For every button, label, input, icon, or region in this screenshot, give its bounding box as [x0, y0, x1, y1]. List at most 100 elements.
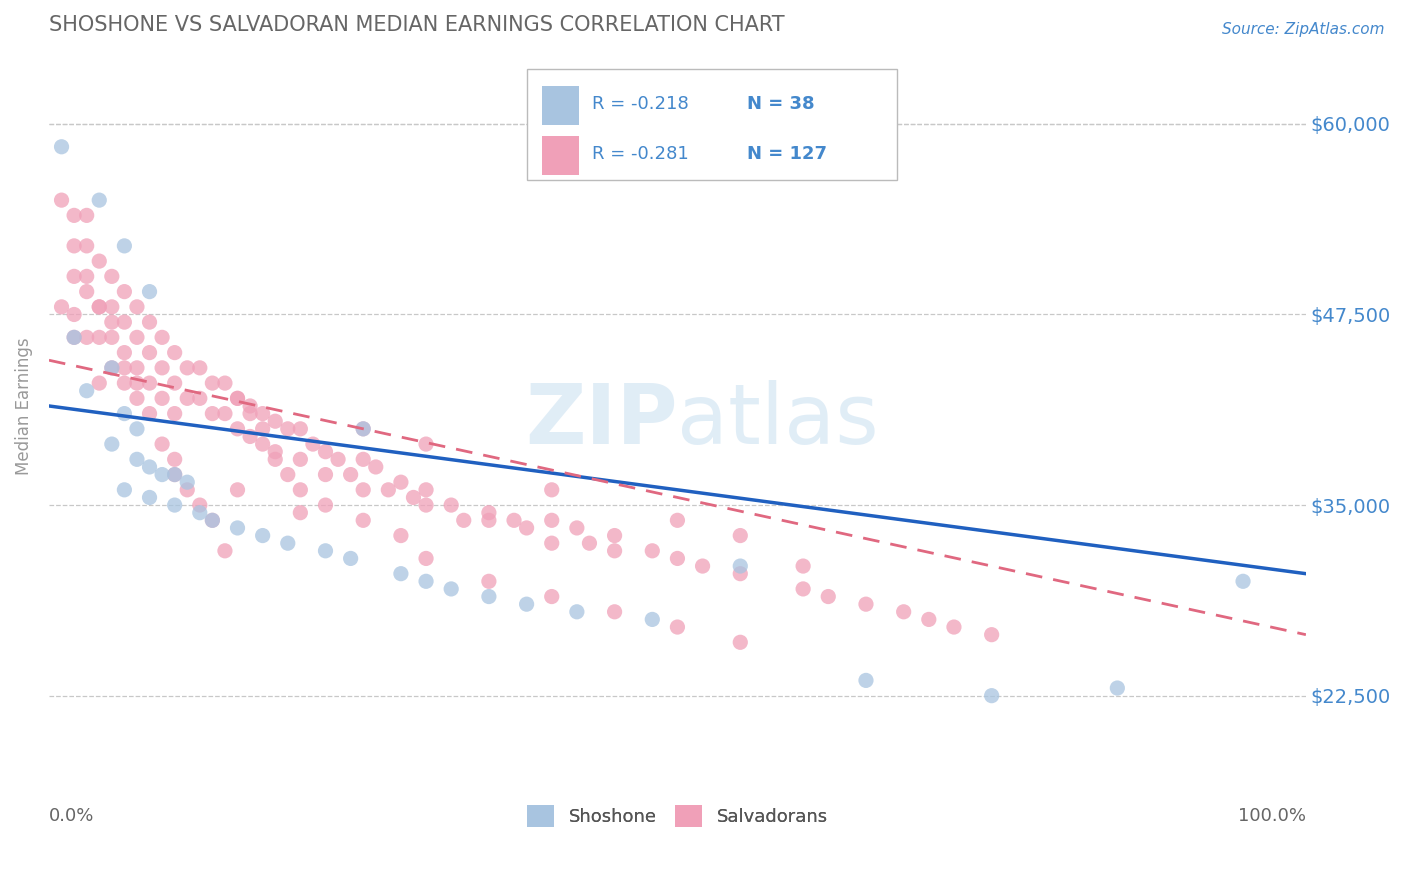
Point	[540, 513, 562, 527]
Point	[540, 536, 562, 550]
Point	[163, 407, 186, 421]
Point	[101, 315, 124, 329]
Point	[817, 590, 839, 604]
Point	[51, 300, 73, 314]
Point	[730, 635, 752, 649]
Point	[603, 544, 626, 558]
Point	[792, 559, 814, 574]
Point	[252, 422, 274, 436]
Point	[290, 506, 312, 520]
Point	[252, 437, 274, 451]
Point	[565, 605, 588, 619]
Point	[666, 513, 689, 527]
Point	[112, 239, 135, 253]
Point	[51, 140, 73, 154]
Point	[226, 422, 249, 436]
Point	[239, 429, 262, 443]
Point	[89, 300, 111, 314]
Point	[402, 491, 425, 505]
Point	[315, 444, 337, 458]
Point	[1232, 574, 1254, 589]
Point	[138, 459, 160, 474]
Point	[389, 528, 412, 542]
Point	[138, 376, 160, 390]
Point	[692, 559, 714, 574]
Point	[290, 422, 312, 436]
Point	[516, 521, 538, 535]
Point	[478, 590, 501, 604]
Point	[440, 498, 463, 512]
Point	[264, 414, 287, 428]
Point	[478, 513, 501, 527]
Point	[290, 483, 312, 497]
Point	[138, 285, 160, 299]
Point	[63, 239, 86, 253]
Point	[125, 330, 148, 344]
Point	[188, 506, 211, 520]
Point	[125, 422, 148, 436]
Point	[150, 467, 173, 482]
Y-axis label: Median Earnings: Median Earnings	[15, 337, 32, 475]
Text: N = 38: N = 38	[747, 95, 814, 112]
Point	[666, 551, 689, 566]
Point	[440, 582, 463, 596]
Point	[389, 566, 412, 581]
Point	[339, 467, 361, 482]
Point	[112, 407, 135, 421]
Point	[415, 574, 437, 589]
Legend: Shoshone, Salvadorans: Shoshone, Salvadorans	[520, 797, 835, 834]
Point	[63, 330, 86, 344]
Point	[76, 208, 98, 222]
Point	[138, 345, 160, 359]
Point	[101, 330, 124, 344]
Point	[188, 360, 211, 375]
Point	[150, 437, 173, 451]
Point	[201, 513, 224, 527]
Point	[101, 360, 124, 375]
Point	[603, 528, 626, 542]
Point	[415, 551, 437, 566]
Point	[980, 628, 1002, 642]
Point	[63, 269, 86, 284]
Text: 0.0%: 0.0%	[49, 807, 94, 825]
Point	[1107, 681, 1129, 695]
Point	[252, 407, 274, 421]
Point	[226, 483, 249, 497]
Point	[389, 475, 412, 490]
Point	[101, 360, 124, 375]
Point	[565, 521, 588, 535]
Point	[302, 437, 325, 451]
Point	[415, 483, 437, 497]
Point	[163, 345, 186, 359]
Point	[226, 521, 249, 535]
Point	[163, 452, 186, 467]
Point	[112, 285, 135, 299]
Point	[176, 392, 198, 406]
Point	[666, 620, 689, 634]
Point	[415, 437, 437, 451]
Text: R = -0.281: R = -0.281	[592, 145, 689, 162]
Point	[138, 315, 160, 329]
Text: atlas: atlas	[678, 380, 879, 461]
Point	[339, 551, 361, 566]
Point	[176, 475, 198, 490]
Point	[101, 300, 124, 314]
Point	[377, 483, 399, 497]
Point	[239, 399, 262, 413]
Point	[277, 422, 299, 436]
Point	[315, 498, 337, 512]
Point	[125, 360, 148, 375]
FancyBboxPatch shape	[541, 136, 579, 175]
Point	[163, 376, 186, 390]
Point	[76, 330, 98, 344]
Point	[63, 330, 86, 344]
Point	[163, 467, 186, 482]
Point	[176, 483, 198, 497]
Text: N = 127: N = 127	[747, 145, 827, 162]
Point	[76, 384, 98, 398]
Point	[326, 452, 349, 467]
Point	[201, 407, 224, 421]
Point	[112, 345, 135, 359]
Point	[478, 574, 501, 589]
Point	[980, 689, 1002, 703]
